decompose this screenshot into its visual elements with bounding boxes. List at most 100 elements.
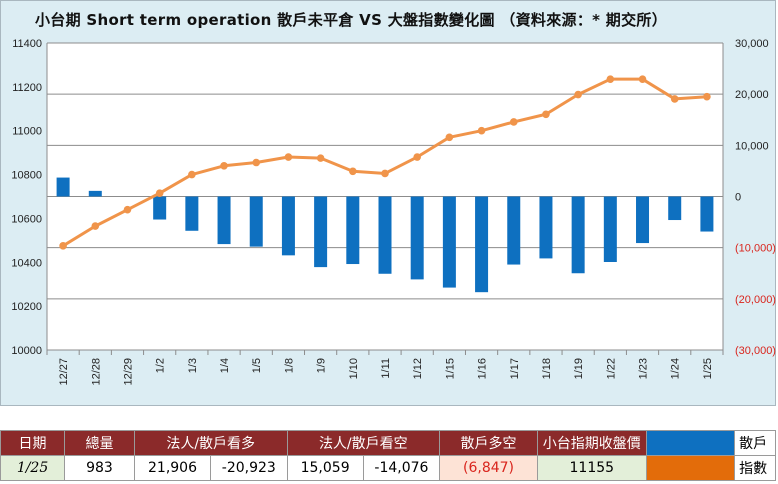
bar [378, 196, 392, 274]
bar [603, 196, 617, 262]
right-tick-label: 0 [735, 192, 741, 204]
left-tick-label: 10200 [11, 301, 42, 313]
bar [249, 196, 263, 247]
line-point [220, 162, 228, 170]
bar [636, 196, 650, 244]
x-tick-label: 1/24 [670, 358, 682, 379]
bar [475, 196, 489, 293]
line-point [413, 153, 421, 161]
x-tick-label: 1/23 [638, 358, 650, 379]
x-tick-label: 1/9 [316, 358, 328, 373]
x-tick-label: 1/2 [155, 358, 167, 373]
chart-title: 小台期 Short term operation 散戶未平倉 VS 大盤指數變化… [35, 11, 667, 29]
cell-long-retail: -20,923 [210, 455, 288, 481]
line-point [349, 167, 357, 176]
left-tick-label: 10800 [11, 170, 42, 182]
line-point [284, 153, 293, 161]
x-tick-label: 1/11 [380, 358, 392, 379]
line-point [155, 189, 164, 198]
line-point [381, 169, 389, 178]
cell-volume: 983 [64, 455, 135, 481]
x-tick-label: 1/5 [251, 358, 263, 373]
legend-label-index: 指數 [734, 455, 776, 481]
left-tick-label: 11200 [12, 82, 42, 94]
bar [442, 196, 456, 288]
x-tick-label: 1/19 [573, 358, 585, 379]
line-point [477, 126, 486, 135]
bar [668, 196, 682, 221]
line-point [542, 110, 550, 119]
bar [314, 196, 328, 268]
line-point [91, 222, 100, 230]
x-tick-label: 12/28 [90, 358, 102, 386]
line-point [59, 242, 67, 250]
chart-panel: 小台期 Short term operation 散戶未平倉 VS 大盤指數變化… [0, 0, 776, 406]
x-tick-label: 1/15 [444, 358, 456, 379]
right-tick-label: (20,000) [735, 294, 776, 306]
right-tick-label: (10,000) [735, 243, 776, 255]
header-close: 小台指期收盤價 [536, 430, 647, 456]
line-point [638, 75, 647, 83]
left-tick-label: 10600 [11, 213, 42, 225]
cell-retail-net: (6,847) [439, 455, 538, 481]
left-tick-label: 10000 [11, 345, 42, 357]
right-tick-label: 10,000 [735, 140, 769, 152]
x-tick-label: 1/16 [477, 358, 489, 379]
bar [153, 196, 167, 220]
line-point [574, 90, 582, 99]
bar [217, 196, 231, 245]
summary-table-area: 日期 總量 法人/散戶看多 法人/散戶看空 散戶多空 小台指期收盤價 散戶 1/… [0, 406, 776, 484]
header-long: 法人/散戶看多 [133, 430, 288, 456]
table-row: 1/25 983 21,906 -20,923 15,059 -14,076 (… [0, 455, 776, 481]
left-tick-label: 11000 [12, 126, 42, 138]
bar [185, 196, 199, 231]
header-short: 法人/散戶看空 [286, 430, 441, 456]
line-point [123, 205, 132, 214]
bar [281, 196, 295, 256]
line-point [509, 118, 518, 126]
header-retail-net: 散戶多空 [439, 430, 538, 456]
x-tick-label: 1/17 [509, 358, 521, 379]
bar [571, 196, 585, 274]
line-point [316, 154, 325, 162]
header-date: 日期 [0, 430, 66, 456]
x-tick-label: 1/4 [219, 358, 231, 373]
table-header-row: 日期 總量 法人/散戶看多 法人/散戶看空 散戶多空 小台指期收盤價 散戶 [0, 430, 776, 456]
cell-long-inst: 21,906 [133, 455, 212, 481]
cell-close: 11155 [536, 455, 647, 481]
line-point [703, 92, 711, 101]
combo-chart: 10000 10200 10400 10600 10800 11000 11200 11400… [11, 38, 776, 386]
cell-short-inst: 15,059 [286, 455, 364, 481]
bar [539, 196, 553, 259]
x-tick-label: 1/3 [187, 358, 199, 373]
x-tick-label: 1/12 [412, 358, 424, 379]
bar [410, 196, 424, 280]
header-volume: 總量 [64, 430, 135, 456]
line-point [445, 133, 454, 142]
left-tick-label: 10400 [11, 257, 42, 269]
x-tick-label: 1/10 [348, 358, 360, 379]
bar [346, 196, 360, 265]
bar [507, 196, 521, 265]
right-tick-label: 20,000 [735, 89, 769, 101]
left-tick-label: 11400 [12, 38, 42, 50]
cell-short-retail: -14,076 [362, 455, 441, 481]
legend-swatch-retail [645, 430, 736, 456]
bar [700, 196, 714, 232]
right-tick-label: (30,000) [735, 345, 776, 357]
line-point [606, 75, 615, 83]
x-tick-label: 12/27 [58, 358, 70, 386]
x-tick-label: 1/18 [541, 358, 553, 379]
line-point [188, 170, 196, 179]
line-point [252, 158, 261, 167]
legend-swatch-index [645, 455, 736, 481]
legend-label-retail: 散戶 [734, 430, 776, 456]
x-tick-label: 1/22 [605, 358, 617, 379]
cell-date: 1/25 [0, 455, 66, 481]
summary-table: 日期 總量 法人/散戶看多 法人/散戶看空 散戶多空 小台指期收盤價 散戶 1/… [0, 430, 776, 481]
right-tick-label: 30,000 [735, 38, 769, 50]
bar [56, 177, 70, 197]
x-tick-label: 1/8 [283, 358, 295, 373]
line-point [670, 95, 679, 103]
bar [88, 190, 102, 197]
